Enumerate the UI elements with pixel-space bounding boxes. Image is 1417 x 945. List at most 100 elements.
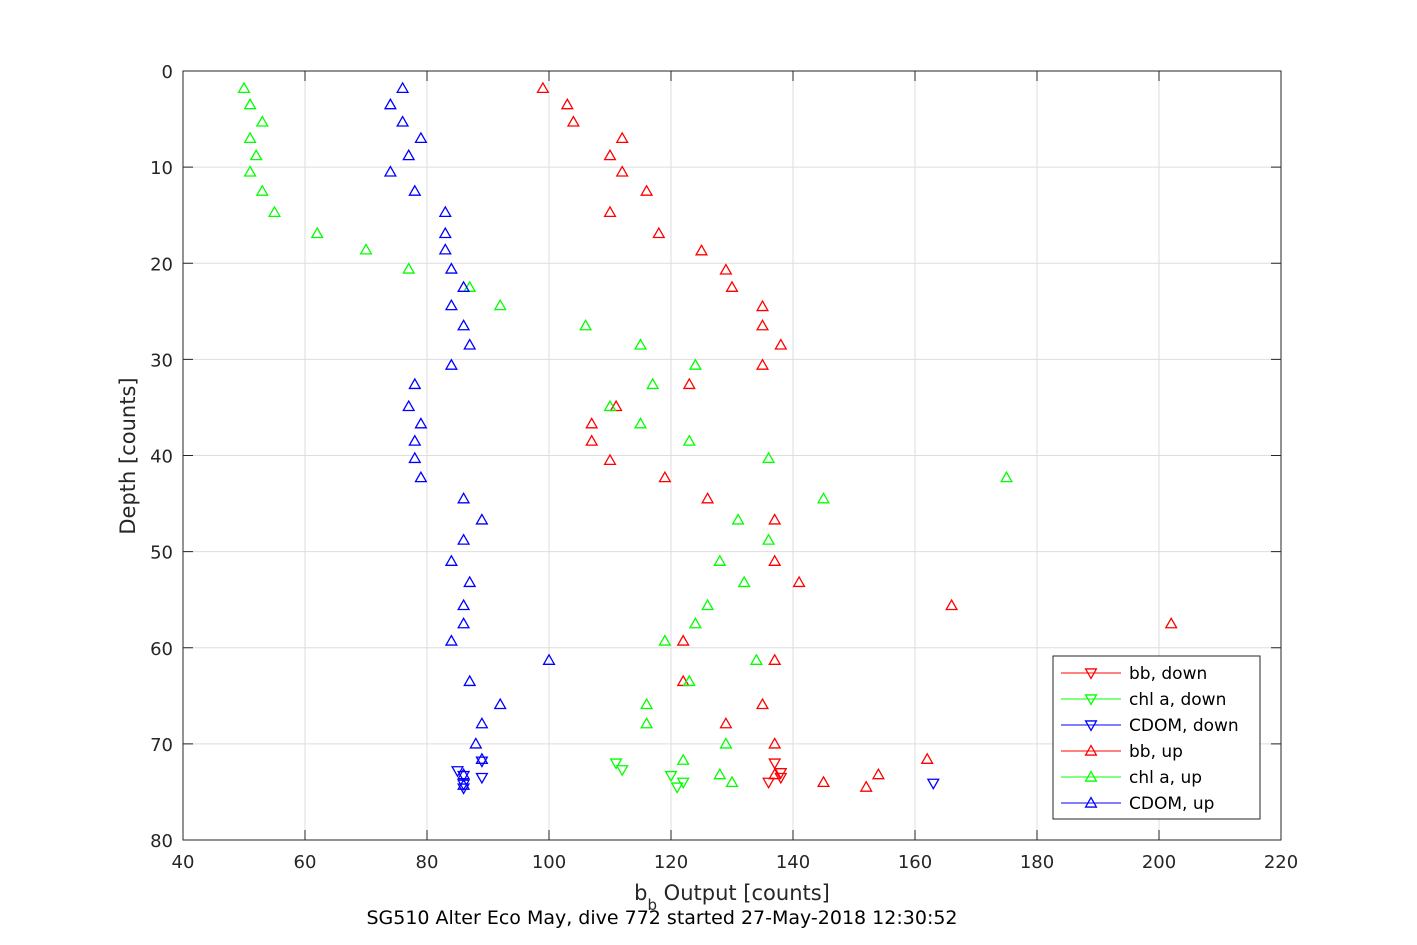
point-cdom-up [438, 243, 452, 255]
point-cdom-down [926, 778, 940, 790]
point-chl-a-up [713, 554, 727, 566]
axes-box [182, 70, 1282, 841]
point-bb-up [566, 115, 580, 127]
point-bb-up [755, 299, 770, 312]
point-bb-up [701, 492, 715, 504]
x-tick-label: 120 [654, 852, 688, 873]
y-tick-label: 0 [162, 62, 173, 83]
point-chl-a-up [816, 492, 831, 504]
point-chl-a-up [999, 470, 1014, 483]
point-bb-up [792, 575, 806, 588]
legend-marker-cdom-down [1084, 720, 1098, 732]
point-chl-a-up [688, 358, 702, 370]
point-bb-up [719, 263, 733, 275]
point-chl-a-up [749, 653, 763, 665]
point-bb-up [768, 513, 782, 525]
y-axis-label: Depth [counts] [116, 377, 140, 534]
point-chl-a-up [682, 674, 696, 687]
x-tick-label: 160 [898, 852, 932, 873]
point-bb-up [658, 470, 672, 483]
point-chl-a-up [676, 753, 690, 765]
point-bb-up [816, 775, 831, 788]
y-tick-label: 70 [150, 735, 173, 756]
point-chl-a-up [658, 634, 672, 646]
point-cdom-up [402, 148, 416, 161]
point-cdom-up [457, 533, 471, 545]
point-bb-up [768, 767, 782, 780]
point-bb-up [615, 165, 629, 177]
point-bb-up [755, 319, 770, 331]
point-cdom-down [475, 772, 489, 785]
point-chl-a-up [762, 533, 776, 545]
point-cdom-up [444, 358, 458, 370]
point-bb-up [536, 81, 550, 94]
point-chl-a-up [310, 226, 324, 239]
point-chl-a-up [243, 97, 257, 110]
y-tick-label: 40 [150, 447, 173, 468]
point-chl-a-up [267, 205, 282, 218]
point-bb-down [768, 758, 782, 770]
x-tick-label: 100 [532, 852, 566, 873]
point-cdom-up [444, 262, 458, 274]
point-bb-up [603, 205, 617, 218]
x-axis-label-subscript: b [647, 896, 657, 914]
y-tick-label: 50 [150, 543, 173, 564]
point-bb-down [762, 777, 776, 790]
point-cdom-up [396, 81, 410, 94]
point-bb-up [560, 97, 574, 110]
y-tick-label: 30 [150, 350, 173, 371]
y-tick-label: 20 [150, 254, 173, 275]
x-tick-label: 180 [1020, 852, 1054, 873]
x-tick-label: 200 [1142, 852, 1176, 873]
point-cdom-up [414, 470, 428, 483]
point-chl-a-up [737, 575, 751, 588]
point-bb-up [640, 184, 654, 196]
point-cdom-down [475, 756, 489, 768]
point-cdom-up [457, 319, 471, 331]
point-cdom-up [469, 737, 483, 749]
y-tick-label: 80 [150, 831, 173, 852]
point-cdom-up [396, 115, 410, 127]
legend-label-chl-a-up: chl a, up [1129, 768, 1202, 788]
point-bb-up [725, 280, 739, 292]
point-cdom-up [475, 513, 489, 525]
x-tick-label: 60 [294, 852, 317, 873]
legend-marker-bb-down [1084, 668, 1098, 680]
point-chl-a-up [646, 377, 660, 390]
x-axis-label: bb Output [counts] [634, 881, 830, 914]
point-cdom-up [438, 205, 452, 218]
point-bb-up [719, 716, 733, 729]
point-chl-a-up [713, 767, 727, 780]
point-cdom-up [457, 280, 471, 292]
point-bb-up [920, 752, 934, 764]
point-cdom-up [414, 131, 428, 143]
x-tick-labels: 40 60 80 100 120 140 160 180 200 220 [172, 852, 1299, 873]
point-chl-a-up [359, 243, 373, 255]
legend-marker-chl-a-up [1084, 770, 1098, 782]
point-bb-up [603, 453, 617, 466]
point-chl-a-down [609, 758, 623, 770]
point-chl-a-up [731, 513, 745, 525]
point-bb-up [694, 244, 709, 256]
legend-marker-bb-up [1084, 744, 1098, 756]
point-chl-a-up [243, 165, 257, 177]
point-cdom-up [408, 434, 422, 446]
point-cdom-up [457, 492, 471, 504]
point-cdom-up [402, 399, 416, 412]
point-bb-up [945, 598, 959, 611]
point-bb-up [755, 697, 770, 710]
point-bb-up [774, 338, 788, 350]
point-chl-a-down [615, 765, 629, 777]
point-cdom-up [444, 298, 458, 311]
point-cdom-up [408, 184, 422, 196]
point-chl-a-up [640, 716, 654, 729]
point-bb-up [585, 434, 599, 446]
point-chl-a-up [249, 148, 263, 161]
legend-items: bb, down chl a, down CDOM, down bb, up chl a… [1061, 664, 1239, 814]
point-cdom-up [457, 617, 471, 629]
point-cdom-up [383, 165, 397, 177]
point-cdom-up [475, 716, 489, 729]
legend-marker-chl-a-down [1084, 694, 1098, 706]
point-cdom-up [475, 752, 489, 764]
